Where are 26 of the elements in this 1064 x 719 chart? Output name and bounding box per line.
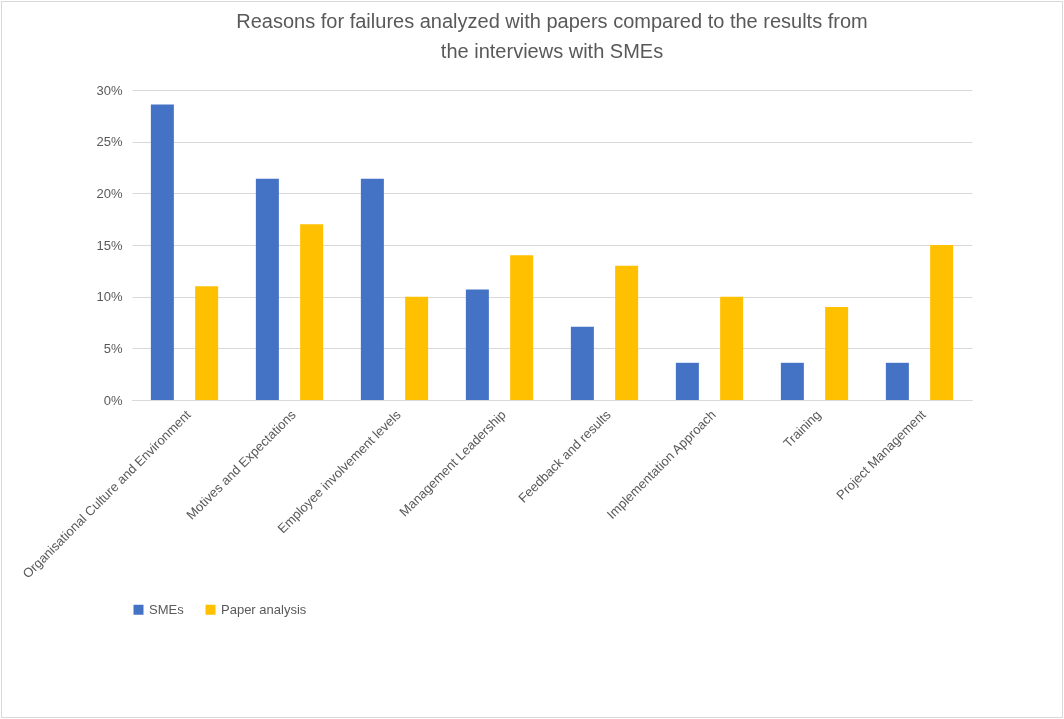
bar [615, 265, 639, 400]
bar [780, 362, 804, 400]
y-tick-label: 10% [96, 289, 123, 305]
bar [930, 245, 954, 400]
legend-label: SMEs [149, 601, 185, 617]
y-tick-label: 20% [96, 185, 123, 201]
chart-title: Reasons for failures analyzed with papers compared to the results from the interviews with SMEs [236, 10, 868, 62]
bar [675, 362, 699, 400]
bar [570, 326, 594, 400]
bar [195, 286, 219, 400]
y-tick-label: 5% [103, 340, 123, 356]
bar [510, 255, 534, 400]
bar [465, 289, 489, 400]
y-tick-label: 15% [96, 237, 123, 253]
legend-label: Paper analysis [221, 601, 307, 617]
y-tick-label: 25% [96, 134, 123, 150]
bar [885, 362, 909, 400]
bar [255, 178, 279, 400]
y-tick-label: 30% [96, 82, 123, 98]
bar [360, 178, 384, 400]
bar [720, 296, 744, 400]
bar [825, 307, 849, 400]
bar [150, 104, 174, 400]
bar [300, 224, 324, 400]
bar [405, 296, 429, 400]
y-tick-label: 0% [103, 392, 123, 408]
